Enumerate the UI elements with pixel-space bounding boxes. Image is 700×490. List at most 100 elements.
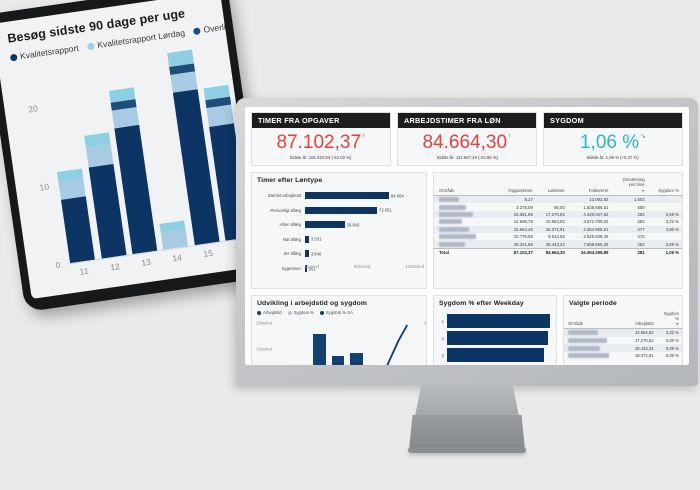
loentype-bar-label: Sygetimer <box>281 266 301 271</box>
table-row[interactable]: 8,17 13.092,82 1.603 <box>434 195 682 204</box>
table-row[interactable]: 12.698,78 10.964,82 3.572.700,02 282 3,22 % <box>434 218 682 226</box>
area-table-header[interactable]: Faktureret <box>567 176 612 197</box>
redacted-area-name <box>439 241 465 247</box>
udvikling-y-tick-left: 15tusind <box>256 346 272 352</box>
redacted-area-name <box>439 234 476 240</box>
tablet-chart-plot: 01020111213141516 <box>28 49 253 277</box>
tablet-x-tick: 15 <box>202 247 214 260</box>
table-row[interactable]: 18.372,91 0,00 % <box>564 351 682 360</box>
table-header-row: Område Arbejdstid Sygdom% ▼ <box>564 310 682 330</box>
table-cell: 13.964,82 <box>634 330 654 336</box>
table-cell: 80,00 <box>554 204 565 210</box>
redacted-area-name <box>568 330 598 336</box>
panel-title: Timer efter Løntype <box>257 177 323 184</box>
table-total-cell: 1,06 % <box>647 247 682 257</box>
table-row[interactable]: 3.275,09 80,00 1.638.586,51 500 <box>434 203 682 211</box>
table-cell: 282 <box>637 212 645 218</box>
legend-label: Arbejdstid <box>263 310 282 315</box>
table-cell: 3.275,09 <box>516 204 533 210</box>
table-cell: 15.664,45 <box>513 226 533 232</box>
weekday-bar-track <box>447 331 552 345</box>
legend-label: Overlig <box>202 20 232 35</box>
tablet-legend-item[interactable]: Overlig <box>193 21 231 36</box>
loentype-bar-row[interactable]: Aften tillæg 39.843 <box>254 220 424 229</box>
tablet-bar-group[interactable]: 11 <box>57 168 96 277</box>
panel-area-table: Område Opgavetimer Løntimer Faktureret Omsæt… <box>433 172 683 289</box>
kpi-value: 1,06 % <box>579 131 640 153</box>
table-cell <box>434 240 496 248</box>
area-table[interactable]: Område Opgavetimer Løntimer Faktureret Omsæt… <box>434 176 682 257</box>
udvikling-bar[interactable] <box>331 356 345 365</box>
middle-row: Timer efter Løntype Samlet arbejdstid 84.… <box>251 172 683 289</box>
area-table-header[interactable]: Område <box>434 176 497 197</box>
loentype-bar-fill <box>305 206 378 214</box>
legend-dot-icon <box>319 310 324 315</box>
area-table-header[interactable]: Omsætning per time ▼ <box>611 176 648 197</box>
weekday-bar-row[interactable]: 3 <box>438 348 552 362</box>
kpi-card-sygdom[interactable]: SYGDOM 1,06 % ↘ Sidste år: 1,06 % (+0,37… <box>543 112 683 166</box>
table-row[interactable]: 13.964,82 3,22 % <box>564 328 682 337</box>
loentype-bar-row[interactable]: Personligt tillæg 72.651 <box>254 206 424 215</box>
sort-caret-icon[interactable]: ▼ <box>641 188 645 193</box>
udvikling-bar[interactable] <box>313 334 326 365</box>
loentype-bar-fill <box>305 250 309 258</box>
loentype-bar-label: Aften tillæg <box>279 222 302 228</box>
trend-arrow-up-icon: ↑ <box>362 132 366 140</box>
monitor-foot <box>408 447 526 453</box>
table-cell: 3,65 % <box>665 241 679 247</box>
table-row[interactable]: 15.361,65 17.270,62 4.326.027,62 282 3,69 % <box>434 210 682 219</box>
loentype-x-axis: 0tusind 50tusind 120tusind <box>305 264 424 269</box>
kpi-value: 87.102,37 <box>276 131 362 153</box>
trend-arrow-down-icon: ↘ <box>640 132 647 140</box>
table-row[interactable]: 17.270,62 0,00 % <box>564 336 682 345</box>
table-row[interactable]: 10.778,98 9.544,85 2.528.828,45 272 <box>434 232 682 241</box>
kpi-body: 1,06 % ↘ Sidste år: 1,06 % (+0,37 %) <box>544 128 682 165</box>
table-cell: 272 <box>637 234 645 240</box>
periode-table-header[interactable]: Område <box>564 310 627 330</box>
loentype-bar-value: 72.651 <box>379 207 392 213</box>
udvikling-bar[interactable] <box>350 352 363 365</box>
tablet-x-tick: 13 <box>140 256 152 268</box>
kpi-card-timer-fra-opgaver[interactable]: TIMER FRA OPGAVER 87.102,37 ↑ Sidste år:… <box>251 112 391 166</box>
weekday-bar-row[interactable]: 1 <box>438 314 552 328</box>
periode-table-header[interactable]: Sygdom% ▼ <box>656 310 682 330</box>
weekday-bar-row[interactable]: 2 <box>438 331 552 345</box>
loentype-bar-row[interactable]: SH tillæg 3.846 <box>254 249 424 258</box>
loentype-bar-label: SH tillæg <box>283 251 301 257</box>
kpi-title: ARBEJDSTIMER FRA LØN <box>398 113 536 128</box>
tablet-screen: Besøg sidste 90 dage per uge Kvalitetsra… <box>0 0 260 299</box>
loentype-bar-row[interactable]: Samlet arbejdstid 84.664 <box>254 191 424 200</box>
periode-table[interactable]: Område Arbejdstid Sygdom% ▼ 13.964,82 3,22 %… <box>564 310 682 360</box>
loentype-bar-row[interactable]: Sygetimer 951 <box>254 264 424 273</box>
table-cell <box>648 196 682 204</box>
tablet-legend-item[interactable]: Kvalitetsrapport <box>9 43 79 63</box>
area-table-header[interactable]: Sygdom % <box>647 176 682 197</box>
udvikling-legend-item[interactable]: Sygdom % <box>287 310 314 315</box>
area-table-header[interactable]: Løntimer <box>535 176 568 197</box>
loentype-bar-track: 3.846 <box>305 249 424 258</box>
udvikling-legend-item[interactable]: Sygdom % SA <box>319 310 353 315</box>
table-cell: 3,22 % <box>665 330 679 336</box>
table-total-cell: 84.664,30 <box>535 247 568 257</box>
area-table-header[interactable]: Opgavetimer <box>496 176 536 197</box>
loentype-bar-row[interactable]: Nat tillæg 3.931 <box>254 235 424 244</box>
table-row[interactable]: 28.443,32 0,05 % <box>564 344 682 352</box>
weekday-bar-fill <box>447 314 550 328</box>
tablet-bar-group[interactable]: 14 <box>159 220 189 263</box>
kpi-card-arbejdstimer-fra-loen[interactable]: ARBEJDSTIMER FRA LØN 84.664,30 ↑ Sidste … <box>397 112 537 166</box>
periode-table-header[interactable]: Arbejdstid <box>626 310 657 330</box>
table-cell: 15.361,65 <box>513 212 533 218</box>
legend-dot-icon <box>257 310 261 315</box>
tablet-x-tick: 14 <box>171 252 183 264</box>
sort-caret-icon[interactable]: ▼ <box>675 322 679 327</box>
udvikling-legend-item[interactable]: Arbejdstid <box>257 310 282 315</box>
table-cell: 0,00 % <box>665 353 679 359</box>
table-row[interactable]: 15.664,45 18.372,91 4.364.908,61 277 3,80 % <box>434 225 682 233</box>
tablet-device: Besøg sidste 90 dage per uge Kvalitetsra… <box>0 0 270 313</box>
table-row[interactable]: 29.321,65 28.443,32 7.668.565,25 262 3,65 % <box>434 240 682 249</box>
table-cell: 3,22 % <box>665 219 679 225</box>
table-total-cell: 24.494.299,89 <box>567 247 612 257</box>
dashboard: TIMER FRA OPGAVER 87.102,37 ↑ Sidste år:… <box>251 112 683 365</box>
tablet-y-tick: 10 <box>38 181 50 193</box>
redacted-area-name <box>568 353 609 359</box>
